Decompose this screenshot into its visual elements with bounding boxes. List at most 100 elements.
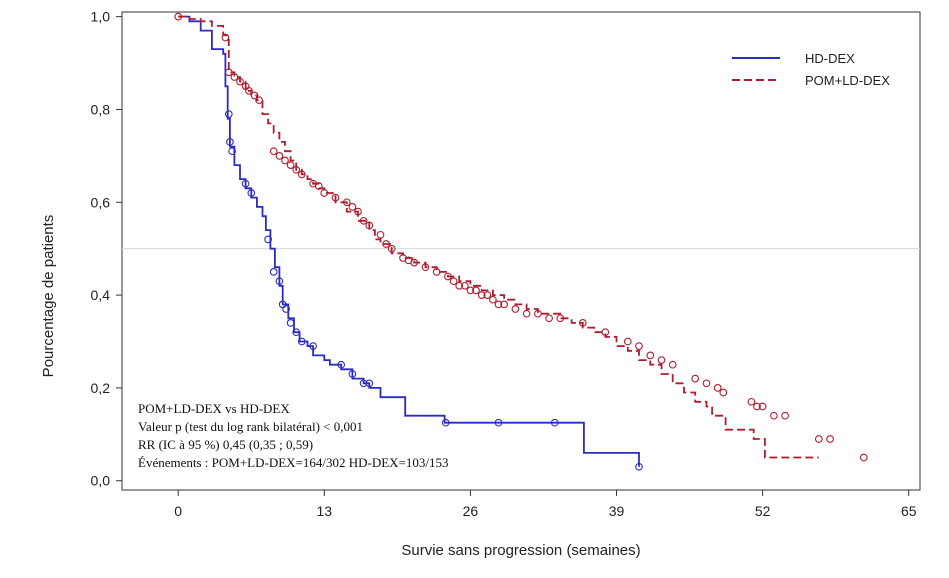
censor-mark-pom-ld-dex (753, 402, 761, 411)
censor-mark-pom-ld-dex (281, 156, 289, 165)
censor-mark-hd-dex (275, 277, 284, 286)
censor-mark-pom-ld-dex (635, 342, 643, 350)
censor-mark-pom-ld-dex (230, 73, 239, 81)
censor-mark-pom-ld-dex (713, 384, 722, 392)
censor-mark-hd-dex (297, 337, 306, 346)
censor-mark-pom-ld-dex (578, 319, 587, 327)
censor-mark-hd-dex (241, 179, 250, 188)
censor-mark-pom-ld-dex (500, 300, 508, 309)
censor-mark-pom-ld-dex (376, 230, 385, 239)
x-tick-label: 13 (317, 503, 333, 519)
censor-mark-pom-ld-dex (255, 96, 263, 105)
censor-mark-pom-ld-dex (466, 286, 475, 295)
censor-mark-hd-dex (228, 147, 236, 156)
censor-mark-pom-ld-dex (359, 216, 368, 225)
legend: HD-DEX POM+LD-DEX (732, 51, 890, 88)
censor-mark-pom-ld-dex (483, 291, 492, 299)
x-tick-label: 65 (901, 503, 917, 519)
censor-mark-pom-ld-dex (556, 314, 565, 323)
y-tick-label: 1,0 (91, 9, 111, 25)
censor-mark-pom-ld-dex (601, 328, 610, 337)
annotation-line-1: POM+LD-DEX vs HD-DEX (138, 401, 290, 416)
censor-mark-pom-ld-dex (331, 193, 340, 202)
censor-mark-pom-ld-dex (758, 402, 767, 411)
censor-mark-pom-ld-dex (410, 258, 419, 267)
y-tick-label: 0,0 (91, 473, 111, 489)
censor-mark-pom-ld-dex (382, 240, 390, 248)
censor-mark-pom-ld-dex (489, 295, 497, 304)
y-tick-label: 0,4 (91, 287, 111, 303)
censor-mark-pom-ld-dex (354, 207, 362, 216)
censor-mark-pom-ld-dex (657, 356, 666, 364)
censor-mark-pom-ld-dex (691, 374, 700, 383)
y-tick-label: 0,6 (91, 194, 111, 210)
censor-mark-pom-ld-dex (275, 152, 284, 160)
censor-mark-pom-ld-dex (348, 203, 357, 211)
x-tick-label: 0 (174, 503, 182, 519)
censor-mark-pom-ld-dex (511, 305, 520, 313)
censor-mark-pom-ld-dex (814, 435, 823, 443)
censor-mark-pom-ld-dex (365, 221, 374, 230)
y-axis-title: Pourcentage de patients (40, 215, 57, 378)
censor-mark-pom-ld-dex (719, 388, 728, 397)
stats-annotation: POM+LD-DEX vs HD-DEX Valeur p (test du l… (138, 401, 449, 470)
censor-mark-pom-ld-dex (522, 309, 531, 318)
censor-mark-pom-ld-dex (472, 286, 480, 295)
censor-mark-hd-dex (247, 189, 256, 197)
censor-mark-pom-ld-dex (297, 170, 306, 179)
series-line-hd-dex (178, 15, 640, 467)
censor-mark-hd-dex (224, 110, 233, 118)
censor-mark-pom-ld-dex (449, 277, 458, 286)
annotation-line-2: Valeur p (test du log rank bilatéral) < … (138, 419, 363, 434)
annotation-line-3: RR (IC à 95 %) 0,45 (0,35 ; 0,59) (138, 437, 313, 452)
series-layer (174, 12, 868, 471)
censor-mark-pom-ld-dex (432, 268, 441, 276)
x-axis-ticks: 0 13 26 39 52 65 (174, 490, 917, 519)
censor-mark-pom-ld-dex (320, 189, 329, 197)
censor-mark-pom-ld-dex (292, 165, 301, 174)
censor-mark-hd-dex (635, 462, 643, 471)
censor-mark-hd-dex (264, 235, 272, 244)
censor-mark-pom-ld-dex (314, 182, 323, 190)
censor-mark-hd-dex (441, 418, 450, 427)
censor-mark-hd-dex (337, 360, 346, 369)
censor-mark-hd-dex (226, 138, 234, 146)
y-tick-label: 0,2 (91, 380, 111, 396)
censor-mark-pom-ld-dex (269, 147, 278, 156)
censor-mark-pom-ld-dex (236, 77, 244, 86)
censor-mark-pom-ld-dex (250, 91, 259, 100)
censor-mark-pom-ld-dex (477, 291, 486, 299)
censor-mark-pom-ld-dex (224, 68, 233, 77)
censor-mark-pom-ld-dex (174, 12, 183, 21)
censor-mark-pom-ld-dex (460, 281, 469, 290)
legend-label-hd-dex: HD-DEX (805, 51, 855, 66)
censor-mark-pom-ld-dex (702, 379, 711, 388)
censor-mark-hd-dex (286, 319, 295, 327)
censor-mark-pom-ld-dex (747, 397, 756, 406)
annotation-line-4: Événements : POM+LD-DEX=164/302 HD-DEX=1… (138, 455, 449, 470)
censor-mark-pom-ld-dex (245, 87, 253, 95)
censor-mark-pom-ld-dex (668, 360, 677, 369)
censor-mark-pom-ld-dex (859, 453, 868, 462)
censor-mark-pom-ld-dex (545, 314, 553, 323)
censor-mark-pom-ld-dex (770, 411, 778, 420)
censor-mark-hd-dex (494, 418, 503, 427)
censor-mark-hd-dex (269, 268, 278, 276)
y-axis-ticks: 0,0 0,2 0,4 0,6 0,8 1,0 (91, 9, 122, 489)
x-tick-label: 52 (755, 503, 771, 519)
censor-mark-pom-ld-dex (387, 244, 396, 253)
censor-mark-hd-dex (550, 418, 559, 427)
censor-mark-hd-dex (365, 379, 374, 388)
censor-mark-pom-ld-dex (286, 161, 295, 169)
censor-mark-pom-ld-dex (623, 337, 632, 346)
censor-mark-hd-dex (309, 342, 317, 350)
censor-mark-pom-ld-dex (221, 33, 230, 42)
censor-mark-hd-dex (282, 305, 290, 313)
censor-mark-hd-dex (292, 328, 301, 337)
plot-frame (121, 11, 921, 491)
x-tick-label: 26 (463, 503, 479, 519)
censor-mark-pom-ld-dex (421, 263, 430, 272)
x-axis-title: Survie sans progression (semaines) (401, 542, 640, 559)
series-line-pom-ld-dex (178, 15, 819, 459)
